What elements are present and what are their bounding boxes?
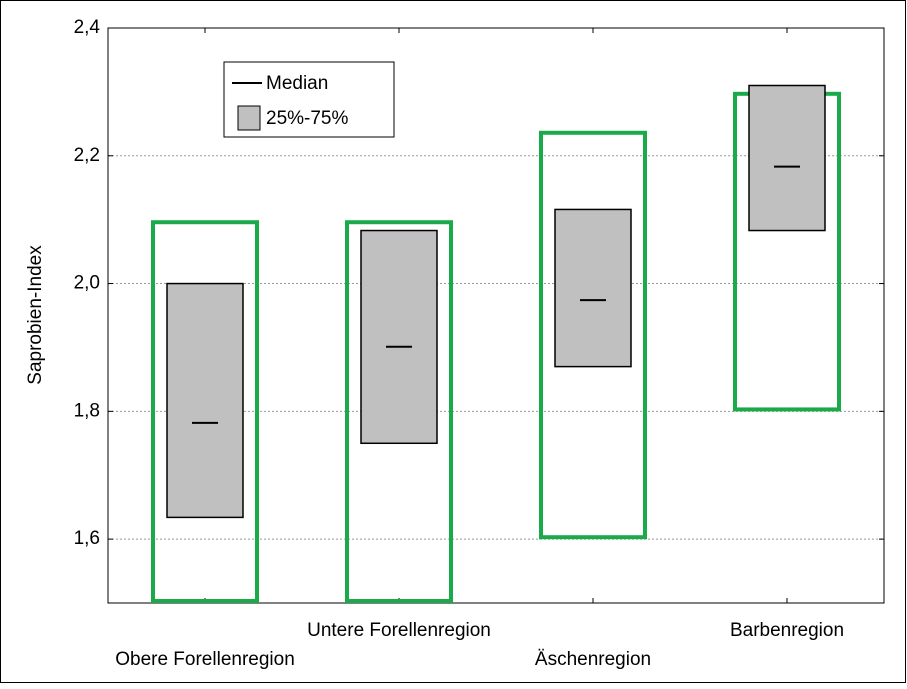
plot-area [107, 27, 885, 604]
x-tick-label: Obere Forellenregion [115, 649, 295, 670]
legend-label: 25%-75% [266, 108, 348, 129]
range-box [151, 220, 259, 603]
legend-box [237, 105, 261, 131]
y-tick-label: 2,2 [74, 145, 100, 166]
iqr-box [554, 208, 632, 368]
y-tick-label: 1,8 [74, 400, 100, 421]
y-tick-label: 2,0 [74, 273, 100, 294]
y-tick-label: 2,4 [74, 17, 101, 38]
iqr-box [166, 282, 244, 519]
x-tick-label: Untere Forellenregion [307, 620, 491, 641]
iqr-box [748, 84, 826, 232]
x-tick-label: Äschenregion [535, 649, 651, 670]
y-axis-label: Saprobien-Index [25, 245, 46, 385]
range-box [539, 130, 647, 540]
y-tick-label: 1,6 [74, 528, 100, 549]
x-tick-label: Barbenregion [730, 620, 844, 641]
range-box [345, 220, 453, 603]
iqr-box [360, 229, 438, 445]
legend-label: Median [266, 73, 328, 94]
